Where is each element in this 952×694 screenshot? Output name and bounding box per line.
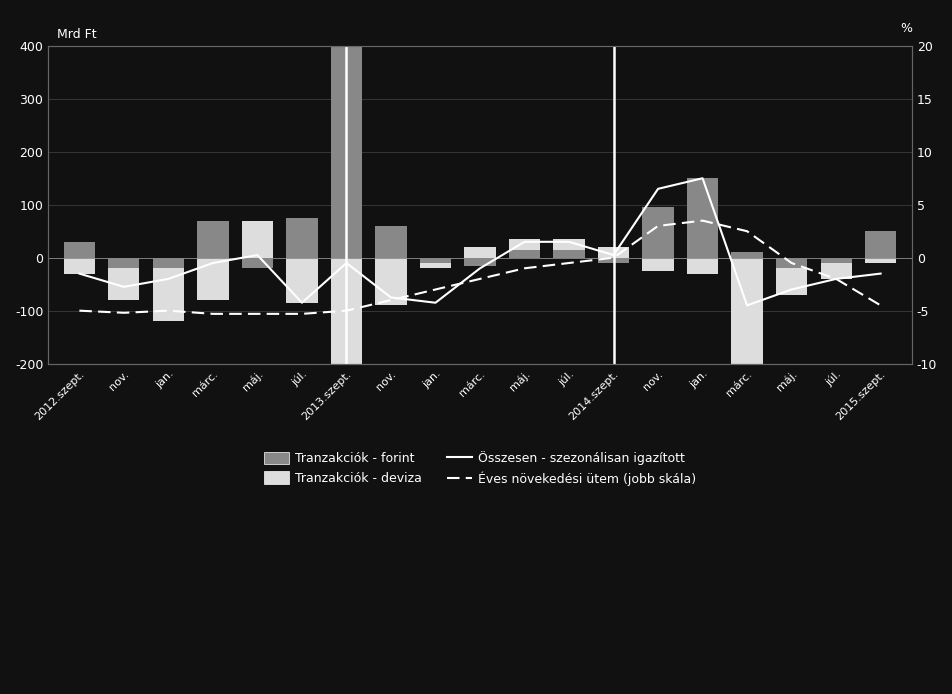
Bar xyxy=(509,239,540,250)
Bar xyxy=(420,257,451,263)
Bar xyxy=(865,231,896,257)
Bar xyxy=(643,208,674,257)
Bar xyxy=(865,257,896,263)
Legend: Tranzakciók - forint, Tranzakciók - deviza, Összesen - szezonálisan igazított, É: Tranzakciók - forint, Tranzakciók - devi… xyxy=(259,446,702,491)
Bar xyxy=(197,221,228,257)
Bar xyxy=(197,257,228,300)
Bar xyxy=(375,226,407,257)
Bar xyxy=(643,257,674,271)
Bar xyxy=(731,253,763,257)
Bar xyxy=(375,257,407,305)
Bar xyxy=(287,257,318,303)
Bar xyxy=(109,257,140,269)
Bar xyxy=(153,257,184,269)
Bar xyxy=(242,221,273,257)
Bar xyxy=(331,46,362,257)
Bar xyxy=(731,257,763,364)
Bar xyxy=(331,257,362,364)
Bar xyxy=(821,263,852,279)
Bar xyxy=(420,263,451,269)
Bar xyxy=(598,247,629,257)
Bar xyxy=(687,257,718,273)
Bar xyxy=(553,250,585,257)
Bar xyxy=(553,239,585,250)
Bar xyxy=(776,257,807,269)
Bar xyxy=(465,247,496,257)
Text: %: % xyxy=(900,22,912,35)
Bar xyxy=(687,178,718,257)
Text: Mrd Ft: Mrd Ft xyxy=(57,28,97,40)
Bar xyxy=(776,269,807,295)
Bar xyxy=(287,218,318,257)
Bar xyxy=(64,257,95,273)
Bar xyxy=(465,257,496,266)
Bar xyxy=(109,269,140,300)
Bar xyxy=(821,257,852,263)
Bar xyxy=(598,257,629,263)
Bar xyxy=(64,242,95,257)
Bar xyxy=(509,250,540,257)
Bar xyxy=(153,269,184,321)
Bar xyxy=(242,257,273,269)
